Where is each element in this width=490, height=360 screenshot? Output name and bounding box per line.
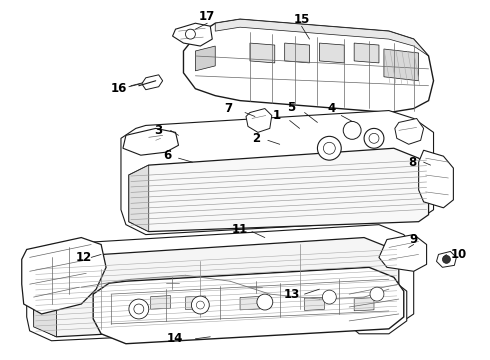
Polygon shape [240, 297, 260, 310]
Polygon shape [121, 111, 434, 235]
Polygon shape [250, 43, 275, 63]
Polygon shape [93, 267, 404, 344]
Text: 13: 13 [284, 288, 300, 301]
Circle shape [343, 121, 361, 139]
Polygon shape [34, 257, 56, 337]
Text: 6: 6 [164, 149, 171, 162]
Text: 2: 2 [252, 132, 260, 145]
Polygon shape [26, 225, 414, 341]
Text: 4: 4 [327, 102, 336, 115]
Polygon shape [341, 277, 407, 334]
Polygon shape [246, 109, 272, 132]
Circle shape [134, 304, 144, 314]
Circle shape [185, 29, 196, 39]
Text: 15: 15 [294, 13, 310, 26]
Polygon shape [354, 43, 379, 63]
Text: 16: 16 [111, 82, 127, 95]
Circle shape [370, 287, 384, 301]
Circle shape [442, 255, 450, 264]
Text: 10: 10 [450, 248, 466, 261]
Polygon shape [129, 148, 429, 231]
Polygon shape [437, 251, 456, 267]
Polygon shape [151, 296, 171, 309]
Text: 9: 9 [410, 233, 418, 246]
Polygon shape [379, 235, 427, 271]
Polygon shape [285, 43, 310, 63]
Polygon shape [22, 238, 106, 314]
Text: 14: 14 [167, 332, 183, 345]
Polygon shape [196, 46, 215, 71]
Circle shape [369, 133, 379, 143]
Polygon shape [354, 298, 374, 311]
Circle shape [322, 290, 336, 304]
Text: 11: 11 [232, 223, 248, 236]
Polygon shape [305, 297, 324, 310]
Polygon shape [395, 118, 424, 144]
Circle shape [323, 142, 335, 154]
Circle shape [318, 136, 341, 160]
Polygon shape [185, 296, 205, 310]
Text: 5: 5 [288, 101, 296, 114]
Circle shape [364, 129, 384, 148]
Polygon shape [319, 43, 344, 63]
Text: 1: 1 [273, 109, 281, 122]
Polygon shape [34, 238, 399, 337]
Circle shape [196, 301, 204, 309]
Text: 12: 12 [76, 251, 93, 264]
Text: 17: 17 [199, 10, 216, 23]
Circle shape [192, 296, 209, 314]
Polygon shape [384, 49, 418, 81]
Circle shape [257, 294, 273, 310]
Polygon shape [418, 150, 453, 208]
Circle shape [129, 299, 149, 319]
Polygon shape [123, 129, 178, 155]
Polygon shape [183, 19, 434, 113]
Polygon shape [142, 75, 163, 90]
Text: 8: 8 [409, 156, 417, 168]
Polygon shape [215, 19, 429, 56]
Text: 3: 3 [155, 124, 163, 137]
Text: 7: 7 [224, 102, 232, 115]
Polygon shape [172, 23, 212, 46]
Polygon shape [129, 165, 149, 231]
